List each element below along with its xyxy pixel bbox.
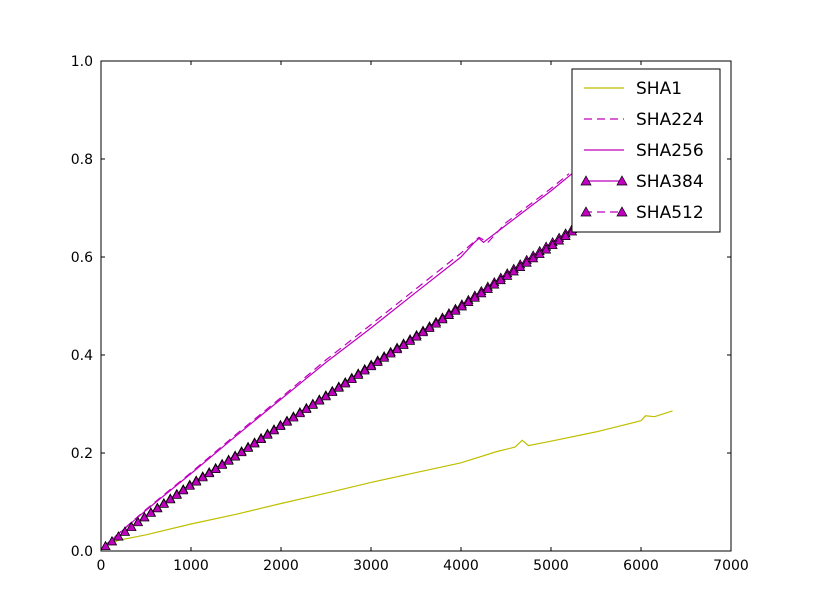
series-marker-sha512-6 xyxy=(139,512,150,522)
legend-marker-sha384-a xyxy=(580,175,592,186)
y-tick-label: 1.0 xyxy=(71,54,93,70)
x-tick-label: 7000 xyxy=(713,558,749,574)
legend-label-sha512: SHA512 xyxy=(636,203,704,223)
axes: 0 1000 2000 3000 4000 5000 6000 7000 0.0 0.2 0.4 0.… xyxy=(71,54,749,574)
legend-label-sha256: SHA256 xyxy=(636,141,704,161)
series-marker-sha512-69 xyxy=(547,239,558,250)
y-tick-label: 0.6 xyxy=(71,250,93,266)
series-marker-sha512-3 xyxy=(119,526,131,536)
x-tick-label: 6000 xyxy=(623,558,659,574)
legend-label-sha224: SHA224 xyxy=(636,110,704,130)
y-tick-label: 0.4 xyxy=(71,348,93,364)
y-tick-label: 0.2 xyxy=(71,446,93,462)
series-marker-sha512-70 xyxy=(554,235,565,245)
x-tick-label: 5000 xyxy=(533,558,569,574)
x-tick-label: 2000 xyxy=(263,558,299,574)
series-group xyxy=(101,168,673,551)
legend-label-sha384: SHA384 xyxy=(636,172,704,192)
series-marker-sha512-8 xyxy=(152,503,163,513)
series-marker-sha512-4 xyxy=(126,521,137,531)
series-marker-sha512-0 xyxy=(101,540,111,551)
x-tick-label: 0 xyxy=(97,558,106,574)
legend-marker-sha512-b xyxy=(616,206,628,217)
series-line-sha1 xyxy=(105,410,673,546)
axes-frame xyxy=(100,60,732,552)
legend-marker-sha512-a xyxy=(580,206,592,217)
series-marker-sha512-11 xyxy=(171,489,182,499)
x-tick-label: 3000 xyxy=(353,558,389,574)
legend-marker-sha384-b xyxy=(616,175,628,186)
series-line-sha256 xyxy=(105,168,579,546)
x-tick-label: 4000 xyxy=(443,558,479,574)
series-marker-sha512-68 xyxy=(541,244,552,254)
series-marker-sha512-71 xyxy=(560,230,571,240)
series-marker-sha512-10 xyxy=(165,494,176,504)
y-tick-label: 0.0 xyxy=(71,544,93,560)
series-marker-sha512-12 xyxy=(178,485,189,495)
series-marker-sha512-1 xyxy=(106,536,118,546)
y-tick-label: 0.8 xyxy=(71,152,93,168)
series-marker-sha512-7 xyxy=(145,507,156,517)
x-tick-label: 1000 xyxy=(173,558,209,574)
series-line-sha224 xyxy=(105,173,570,546)
legend: SHA1 SHA224 SHA256 SHA384 SHA512 xyxy=(571,68,721,233)
legend-label-sha1: SHA1 xyxy=(636,79,682,99)
series-marker-sha512-2 xyxy=(113,531,124,541)
series-marker-sha512-9 xyxy=(158,498,169,508)
series-marker-sha512-5 xyxy=(132,516,143,527)
